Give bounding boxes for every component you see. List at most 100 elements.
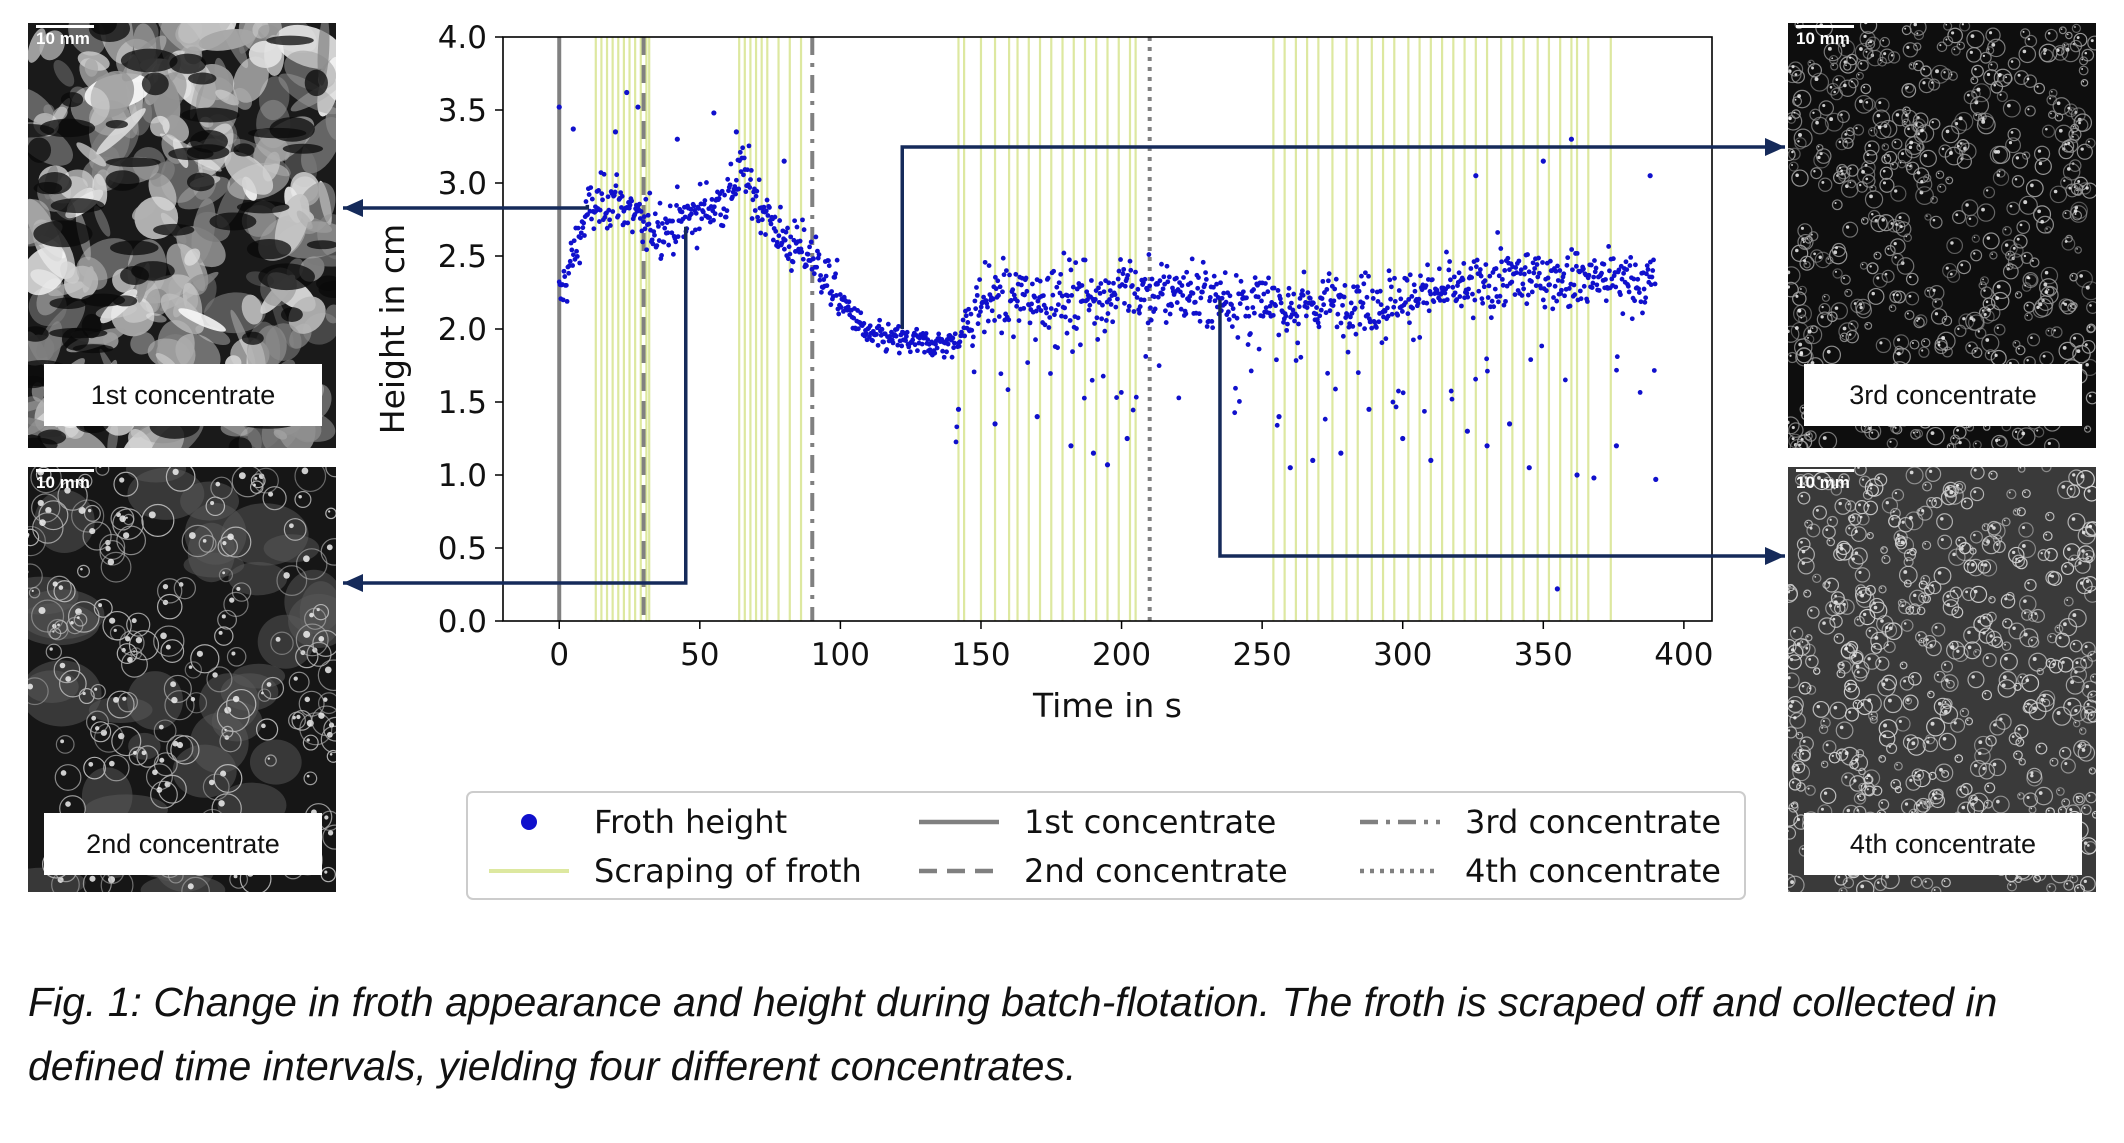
- froth-height-point: [1633, 262, 1638, 268]
- froth-texture-mark: [238, 472, 246, 480]
- froth-texture-mark: [158, 724, 164, 730]
- froth-height-point: [1566, 286, 1572, 291]
- froth-texture-mark: [226, 688, 257, 720]
- froth-texture-mark: [1812, 505, 1827, 520]
- froth-height-point: [974, 285, 979, 290]
- froth-height-point: [670, 218, 675, 224]
- froth-texture-mark: [2085, 362, 2089, 367]
- froth-texture-mark: [1883, 145, 1885, 147]
- froth-texture-mark: [2080, 729, 2083, 731]
- froth-texture-mark: [1937, 343, 1941, 347]
- froth-texture-mark: [1934, 340, 1949, 355]
- froth-texture-mark: [2004, 228, 2007, 231]
- froth-height-point: [787, 251, 793, 257]
- froth-texture-mark: [152, 769, 158, 776]
- froth-height-point: [694, 245, 700, 251]
- froth-height-point: [1473, 376, 1478, 382]
- froth-texture-mark: [2026, 795, 2030, 800]
- froth-height-point: [858, 310, 864, 316]
- froth-texture-mark: [1862, 218, 1865, 221]
- froth-texture-mark: [1905, 581, 1908, 584]
- froth-texture-mark: [2020, 759, 2022, 762]
- froth-texture-mark: [1992, 280, 2012, 300]
- froth-height-point: [1074, 326, 1079, 331]
- froth-height-point: [1235, 335, 1241, 340]
- froth-height-point: [1100, 373, 1106, 379]
- froth-texture-mark: [28, 532, 30, 537]
- froth-texture-mark: [1886, 437, 1898, 448]
- froth-texture-mark: [1875, 337, 1892, 354]
- froth-texture-mark: [1849, 56, 1852, 59]
- froth-texture-mark: [1947, 27, 1963, 44]
- froth-texture-mark: [1922, 577, 1925, 580]
- froth-texture-mark: [1985, 735, 1997, 747]
- froth-texture-mark: [1856, 880, 1875, 892]
- froth-texture-mark: [1877, 881, 1880, 884]
- froth-texture-mark: [2041, 124, 2056, 138]
- froth-height-point: [1092, 297, 1098, 302]
- froth-height-point: [1481, 284, 1487, 290]
- froth-texture-mark: [59, 669, 87, 698]
- froth-texture-mark: [2019, 223, 2023, 227]
- froth-texture-mark: [1849, 181, 1852, 184]
- froth-height-point: [1103, 318, 1109, 323]
- froth-texture-mark: [1860, 62, 1863, 65]
- froth-texture-mark: [298, 690, 325, 717]
- froth-height-point: [1480, 300, 1486, 306]
- froth-texture-mark: [1797, 308, 1802, 313]
- froth-height-point: [1581, 266, 1586, 272]
- legend-label: 4th concentrate: [1465, 852, 1721, 890]
- froth-texture-mark: [1912, 121, 1924, 133]
- froth-texture-mark: [1959, 707, 1970, 718]
- froth-texture-mark: [1983, 313, 1987, 316]
- froth-texture-mark: [1925, 640, 1942, 657]
- froth-texture-mark: [1999, 652, 2018, 671]
- froth-texture-mark: [2083, 485, 2096, 502]
- froth-texture-mark: [1800, 437, 1804, 442]
- froth-texture-mark: [1929, 469, 1933, 474]
- froth-texture-mark: [2066, 167, 2071, 171]
- froth-texture-mark: [1860, 217, 1869, 225]
- froth-texture-mark: [1823, 295, 1826, 298]
- froth-height-point: [1044, 310, 1049, 316]
- froth-height-point: [1314, 305, 1319, 310]
- froth-texture-mark: [1788, 829, 1789, 833]
- froth-texture-mark: [1904, 27, 1907, 30]
- froth-height-point: [1459, 303, 1464, 309]
- froth-height-point: [1300, 288, 1305, 294]
- froth-texture-mark: [177, 176, 231, 210]
- froth-height-point: [890, 340, 896, 346]
- froth-texture-mark: [1976, 203, 1996, 222]
- froth-texture-mark: [1837, 661, 1845, 670]
- froth-texture-mark: [1920, 582, 1923, 585]
- froth-texture-mark: [1853, 792, 1867, 805]
- froth-texture-mark: [1788, 587, 1798, 602]
- froth-height-point: [1200, 289, 1205, 295]
- froth-texture-mark: [171, 696, 178, 704]
- froth-height-point: [1121, 266, 1127, 272]
- froth-height-point: [1473, 173, 1479, 179]
- froth-texture-mark: [2005, 591, 2015, 601]
- froth-texture-mark: [2027, 636, 2040, 648]
- froth-texture-mark: [1987, 351, 1990, 355]
- froth-texture-mark: [1919, 801, 1923, 805]
- froth-height-point: [966, 306, 972, 312]
- froth-texture-mark: [261, 676, 285, 700]
- froth-height-point: [1001, 272, 1007, 278]
- froth-texture-mark: [1983, 563, 1988, 567]
- froth-texture-mark: [1993, 150, 1998, 154]
- froth-texture-mark: [1798, 314, 1808, 324]
- froth-texture-mark: [1993, 83, 1997, 87]
- froth-texture-mark: [1892, 293, 1895, 296]
- froth-texture-mark: [1981, 333, 2000, 353]
- froth-texture-mark: [1915, 797, 1931, 813]
- froth-height-point: [1204, 324, 1210, 329]
- froth-texture-mark: [1835, 137, 1849, 151]
- froth-height-point: [1062, 305, 1068, 311]
- froth-texture-mark: [2002, 675, 2007, 680]
- froth-height-point: [986, 263, 992, 268]
- froth-texture-mark: [2081, 680, 2096, 698]
- froth-texture-mark: [2067, 106, 2071, 110]
- froth-height-point: [1038, 308, 1044, 313]
- froth-texture-mark: [1797, 733, 1800, 736]
